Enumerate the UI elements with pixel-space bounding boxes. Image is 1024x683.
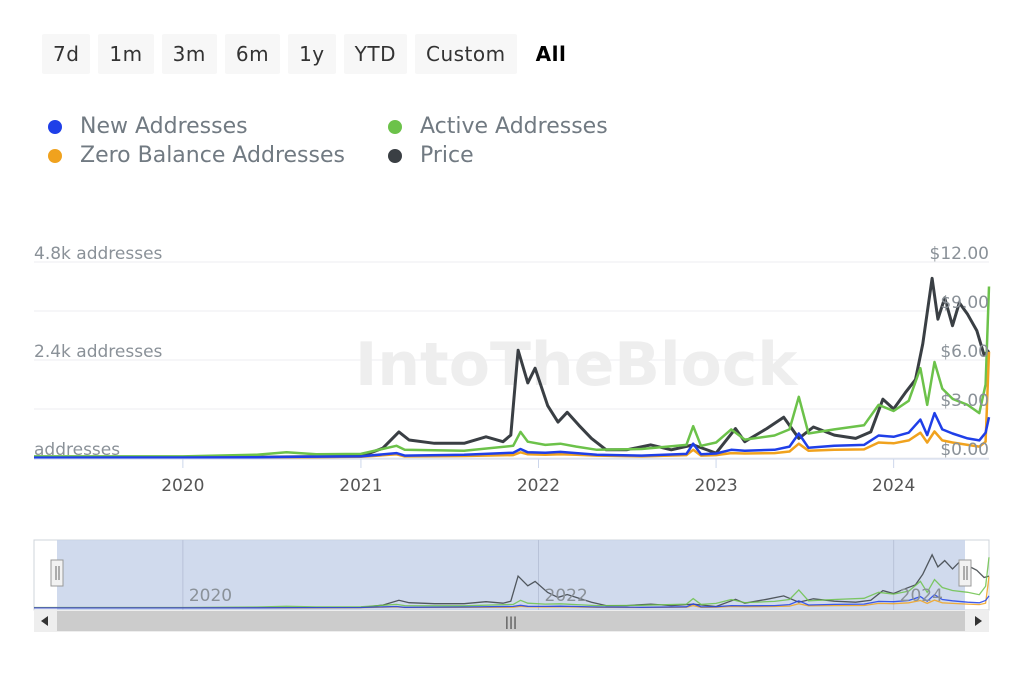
range-button-ytd[interactable]: YTD xyxy=(343,34,407,74)
legend-label: Price xyxy=(420,143,474,168)
y-left-tick-label: addresses xyxy=(34,440,120,460)
y-right-tick-label: $6.00 xyxy=(940,342,989,362)
range-selector: 7d 1m 3m 6m 1y YTD Custom All xyxy=(42,34,577,74)
navigator-year-label: 2022 xyxy=(545,586,588,606)
y-right-tick-label: $3.00 xyxy=(940,391,989,411)
legend-dot-icon xyxy=(48,148,62,163)
legend-item-new-addresses[interactable]: New Addresses xyxy=(48,114,248,139)
range-button-custom[interactable]: Custom xyxy=(414,34,517,74)
x-tick-label: 2022 xyxy=(517,476,560,496)
scrollbar-grip-icon: ||| xyxy=(505,615,517,629)
range-button-7d[interactable]: 7d xyxy=(42,34,91,74)
navigator-scrollbar-thumb[interactable] xyxy=(57,611,965,631)
range-button-6m[interactable]: 6m xyxy=(224,34,281,74)
scroll-left-arrow-icon[interactable] xyxy=(34,610,56,632)
legend-item-active-addresses[interactable]: Active Addresses xyxy=(388,114,608,139)
x-tick-label: 2020 xyxy=(161,476,204,496)
x-tick-label: 2023 xyxy=(694,476,737,496)
legend-dot-icon xyxy=(388,119,402,134)
y-left-tick-label: 2.4k addresses xyxy=(34,342,163,362)
series-line-price xyxy=(34,276,991,459)
y-right-tick-label: $0.00 xyxy=(940,440,989,460)
y-right-tick-label: $12.00 xyxy=(930,244,989,264)
navigator-series-new-addresses xyxy=(34,593,990,609)
range-button-1y[interactable]: 1y xyxy=(288,34,336,74)
y-left-tick-label: 4.8k addresses xyxy=(34,244,163,264)
chart-legend: New Addresses Active Addresses Zero Balanc… xyxy=(48,114,668,176)
navigator-handle-left[interactable] xyxy=(50,559,64,587)
series-line-active-addresses xyxy=(34,286,991,458)
navigator-year-label: 2020 xyxy=(189,586,232,606)
main-chart: IntoTheBlock addresses 2.4k addresses 4.8k… xyxy=(33,244,991,496)
legend-dot-icon xyxy=(48,119,62,134)
legend-item-price[interactable]: Price xyxy=(388,143,474,168)
y-right-tick-label: $9.00 xyxy=(940,293,989,313)
navigator-year-label: 2024 xyxy=(900,586,943,606)
range-button-all[interactable]: All xyxy=(535,42,567,66)
legend-label: Active Addresses xyxy=(420,114,608,139)
navigator-handle-right[interactable] xyxy=(958,559,972,587)
navigator[interactable]: 2020 2022 2024 ||| xyxy=(0,520,1024,640)
legend-dot-icon xyxy=(388,148,402,163)
legend-item-zero-balance-addresses[interactable]: Zero Balance Addresses xyxy=(48,143,345,168)
series-line-new-addresses xyxy=(33,411,991,459)
legend-label: Zero Balance Addresses xyxy=(80,143,345,168)
legend-label: New Addresses xyxy=(80,114,248,139)
navigator-series-active-addresses xyxy=(34,557,990,609)
x-tick-label: 2021 xyxy=(339,476,382,496)
range-button-3m[interactable]: 3m xyxy=(161,34,217,74)
scroll-right-arrow-icon[interactable] xyxy=(967,610,989,632)
x-tick-label: 2024 xyxy=(872,476,915,496)
range-button-1m[interactable]: 1m xyxy=(98,34,154,74)
watermark-text: IntoTheBlock xyxy=(355,330,799,400)
